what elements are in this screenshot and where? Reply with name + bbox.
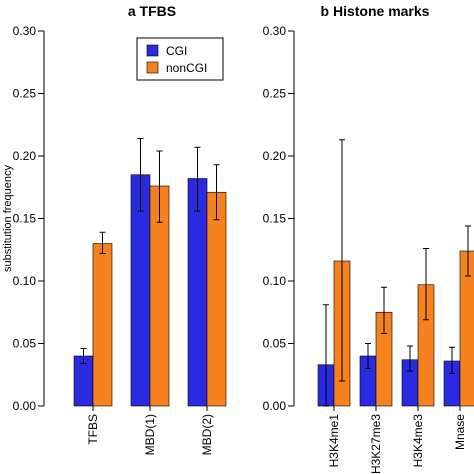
y-tick-label: 0.00 xyxy=(263,399,287,413)
y-tick-label: 0.25 xyxy=(263,87,287,101)
y-tick-label: 0.10 xyxy=(263,274,287,288)
y-tick-label: 0.05 xyxy=(263,337,287,351)
x-tick-label: TFBS xyxy=(86,414,100,445)
legend-label-cgi: CGI xyxy=(166,44,187,58)
y-tick-label: 0.10 xyxy=(13,274,37,288)
y-tick-label: 0.20 xyxy=(13,149,37,163)
x-tick-label: H3K4me1 xyxy=(327,414,341,468)
panel-tfbs: a TFBS 0.00 0.05 0.10 0.15 0.20 0.25 0.30 substi… xyxy=(2,3,227,455)
y-tick-label: 0.15 xyxy=(13,212,37,226)
bar-noncgi-2 xyxy=(206,191,227,407)
chart-title: b Histone marks xyxy=(321,3,430,19)
legend-label-noncgi: nonCGI xyxy=(166,61,207,75)
legend: CGI nonCGI xyxy=(136,37,224,81)
y-tick-label: 0.20 xyxy=(263,149,287,163)
y-tick-label: 0.05 xyxy=(13,337,37,351)
x-tick-label: MBD(1) xyxy=(143,414,157,455)
chart-title: a TFBS xyxy=(128,3,176,19)
bar-noncgi-0 xyxy=(92,243,113,407)
panel-histone-marks: b Histone marks 0.00 0.05 0.10 0.15 0.20 0.25 0… xyxy=(263,3,474,474)
bar-cgi-2 xyxy=(187,178,208,407)
y-axis-title: substitution frequency xyxy=(2,164,14,272)
x-tick-label: MBD(2) xyxy=(200,414,214,455)
y-tick-label: 0.15 xyxy=(263,212,287,226)
y-tick-label: 0.00 xyxy=(13,399,37,413)
x-tick-label: H3K27me3 xyxy=(369,414,383,474)
y-tick-label: 0.30 xyxy=(13,24,37,38)
y-tick-label: 0.30 xyxy=(263,24,287,38)
y-tick-label: 0.25 xyxy=(13,87,37,101)
legend-swatch-noncgi xyxy=(146,61,159,74)
bar-noncgi-3 xyxy=(459,250,474,407)
legend-swatch-cgi xyxy=(146,44,159,57)
x-tick-label: H3K4me3 xyxy=(411,414,425,468)
x-tick-label: Mnase xyxy=(453,414,467,450)
